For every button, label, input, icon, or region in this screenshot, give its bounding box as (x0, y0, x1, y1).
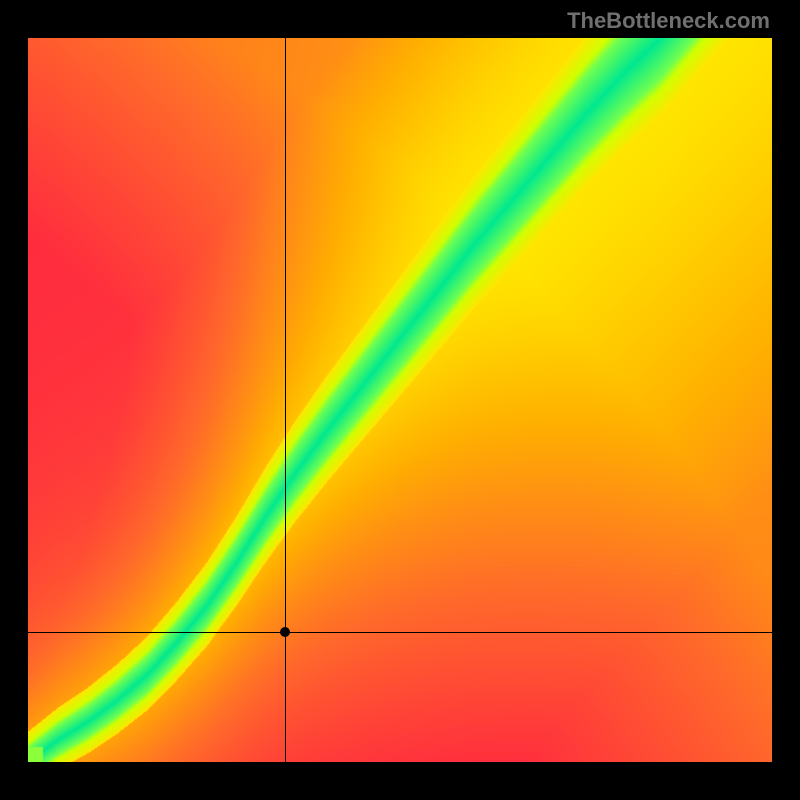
marker-dot (280, 627, 290, 637)
plot-area (28, 38, 772, 762)
crosshair-vertical (285, 38, 286, 762)
watermark-text: TheBottleneck.com (567, 8, 770, 34)
heatmap-canvas (28, 38, 772, 762)
chart-container: TheBottleneck.com (0, 0, 800, 800)
crosshair-horizontal (28, 632, 772, 633)
